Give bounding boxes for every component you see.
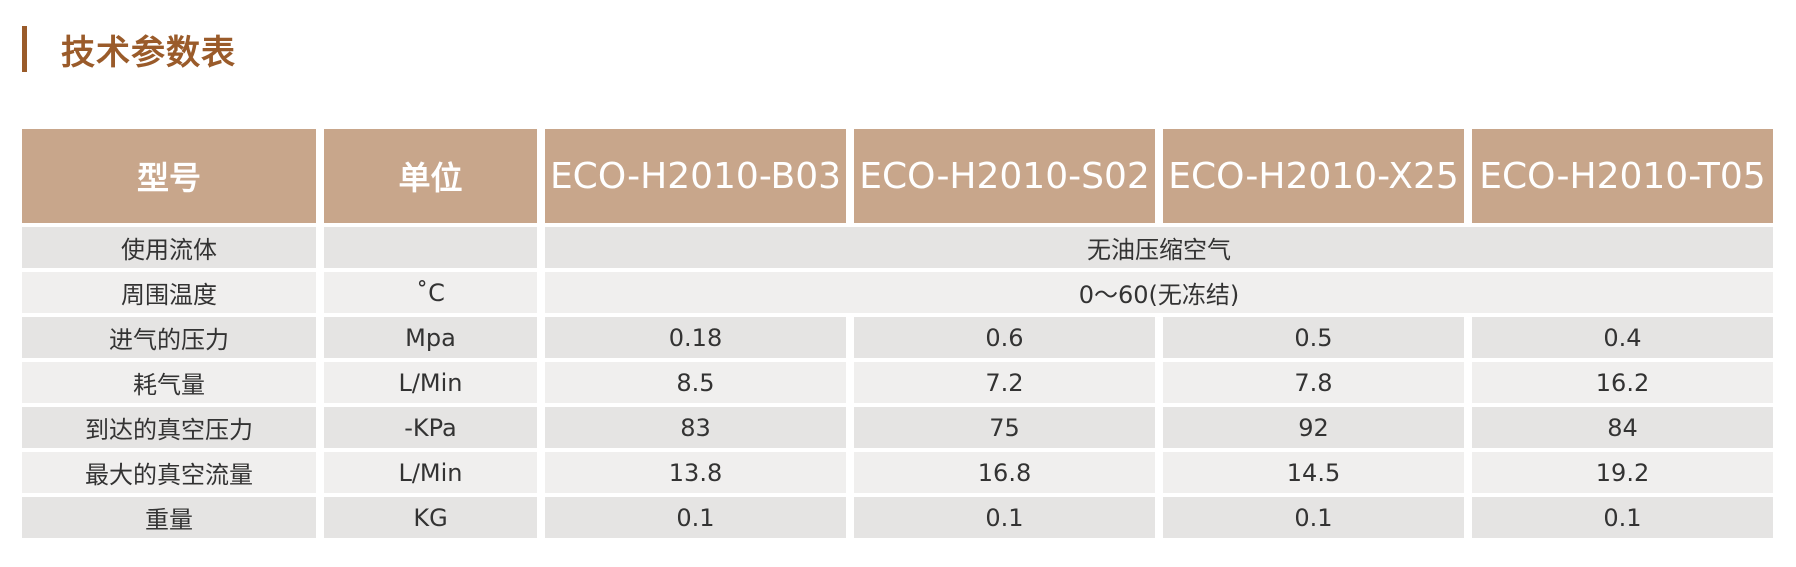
row-unit: -KPa xyxy=(324,407,537,448)
row-value: 92 xyxy=(1163,407,1464,448)
row-label: 进气的压力 xyxy=(22,317,316,358)
row-merged-value: 无油压缩空气 xyxy=(545,227,1773,268)
row-value: 0.1 xyxy=(1163,497,1464,538)
header-unit: 单位 xyxy=(324,129,537,223)
row-value: 83 xyxy=(545,407,846,448)
table-row: 使用流体 无油压缩空气 xyxy=(22,227,1773,268)
row-value: 16.8 xyxy=(854,452,1155,493)
row-label: 最大的真空流量 xyxy=(22,452,316,493)
row-value: 7.2 xyxy=(854,362,1155,403)
row-label: 重量 xyxy=(22,497,316,538)
page-heading: 技术参数表 xyxy=(22,26,236,73)
row-value: 13.8 xyxy=(545,452,846,493)
row-value: 16.2 xyxy=(1472,362,1773,403)
row-unit: ˚C xyxy=(324,272,537,313)
row-value: 75 xyxy=(854,407,1155,448)
table-row: 最大的真空流量 L/Min 13.8 16.8 14.5 19.2 xyxy=(22,452,1773,493)
row-value: 19.2 xyxy=(1472,452,1773,493)
row-label: 耗气量 xyxy=(22,362,316,403)
row-value: 0.1 xyxy=(545,497,846,538)
row-unit: Mpa xyxy=(324,317,537,358)
spec-table: 型号 单位 ECO-H2010-B03 ECO-H2010-S02 ECO-H2… xyxy=(14,125,1781,542)
table-row: 耗气量 L/Min 8.5 7.2 7.8 16.2 xyxy=(22,362,1773,403)
row-value: 0.1 xyxy=(1472,497,1773,538)
row-label: 到达的真空压力 xyxy=(22,407,316,448)
row-value: 84 xyxy=(1472,407,1773,448)
row-value: 8.5 xyxy=(545,362,846,403)
row-unit: KG xyxy=(324,497,537,538)
header-model: 型号 xyxy=(22,129,316,223)
header-model-t05: ECO-H2010-T05 xyxy=(1472,129,1773,223)
row-value: 0.18 xyxy=(545,317,846,358)
header-model-b03: ECO-H2010-B03 xyxy=(545,129,846,223)
row-value: 0.1 xyxy=(854,497,1155,538)
row-unit xyxy=(324,227,537,268)
table-row: 周围温度 ˚C 0～60(无冻结) xyxy=(22,272,1773,313)
header-model-x25: ECO-H2010-X25 xyxy=(1163,129,1464,223)
row-label: 周围温度 xyxy=(22,272,316,313)
table-header-row: 型号 单位 ECO-H2010-B03 ECO-H2010-S02 ECO-H2… xyxy=(22,129,1773,223)
row-value: 7.8 xyxy=(1163,362,1464,403)
row-unit: L/Min xyxy=(324,362,537,403)
row-value: 0.5 xyxy=(1163,317,1464,358)
table-row: 重量 KG 0.1 0.1 0.1 0.1 xyxy=(22,497,1773,538)
row-value: 0.4 xyxy=(1472,317,1773,358)
table-row: 进气的压力 Mpa 0.18 0.6 0.5 0.4 xyxy=(22,317,1773,358)
header-model-s02: ECO-H2010-S02 xyxy=(854,129,1155,223)
row-value: 0.6 xyxy=(854,317,1155,358)
row-merged-value: 0～60(无冻结) xyxy=(545,272,1773,313)
row-value: 14.5 xyxy=(1163,452,1464,493)
heading-accent-bar xyxy=(22,26,27,72)
row-unit: L/Min xyxy=(324,452,537,493)
page-title: 技术参数表 xyxy=(61,32,236,73)
table-row: 到达的真空压力 -KPa 83 75 92 84 xyxy=(22,407,1773,448)
row-label: 使用流体 xyxy=(22,227,316,268)
